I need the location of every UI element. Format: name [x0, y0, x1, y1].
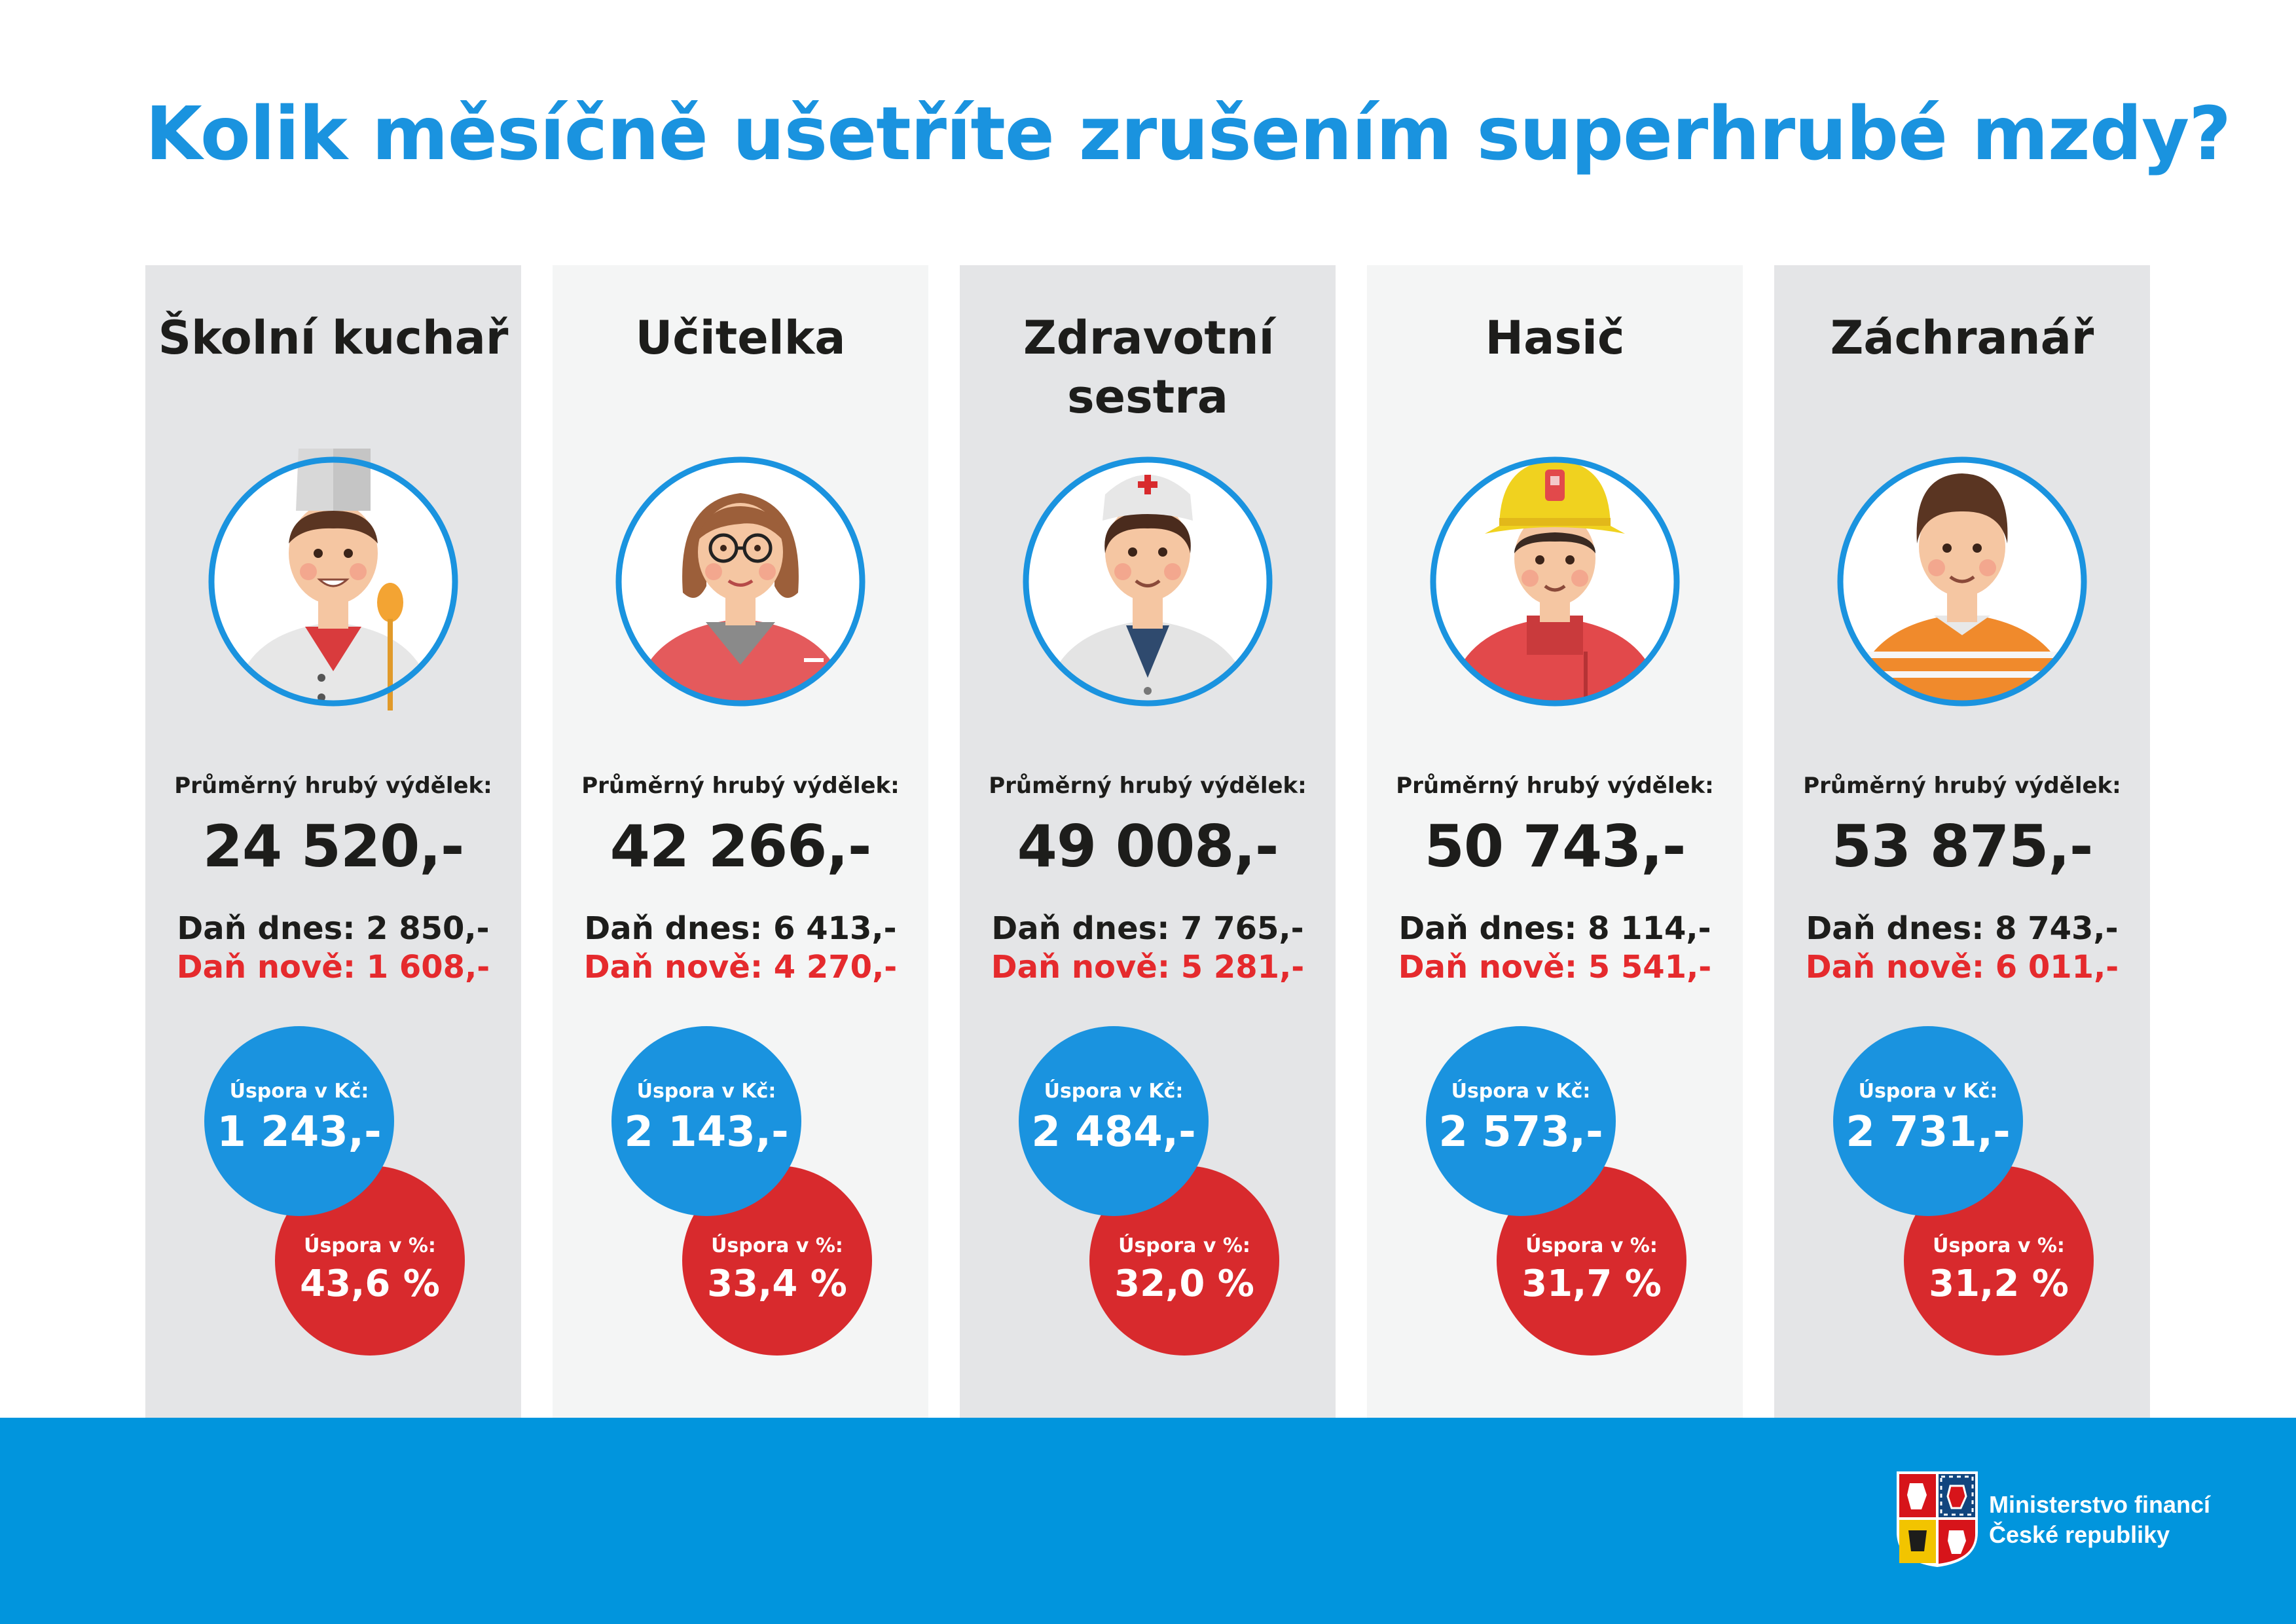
profession-card: Školní kuchař — [145, 265, 521, 1418]
tax-new: Daň nově: 5 541,- — [1398, 949, 1712, 986]
saving-pct-value: 32,0 % — [1114, 1263, 1254, 1305]
avg-income-value: 42 266,- — [610, 813, 872, 880]
avg-income-value: 24 520,- — [202, 813, 465, 880]
tax-new: Daň nově: 5 281,- — [991, 949, 1305, 986]
tax-new: Daň nově: 6 011,- — [1805, 949, 2119, 986]
chef-avatar-icon — [207, 449, 460, 710]
saving-czk-value: 2 484,- — [1031, 1108, 1196, 1156]
card-title: Školní kuchař — [158, 311, 509, 365]
saving-pct-label: Úspora v %: — [304, 1234, 436, 1257]
saving-pct-value: 31,7 % — [1522, 1263, 1662, 1305]
saving-pct-label: Úspora v %: — [711, 1234, 843, 1257]
card-title: Zdravotní sestra — [1023, 311, 1275, 424]
profession-card: Učitelka — [553, 265, 928, 1418]
saving-czk-circle: Úspora v Kč: 2 731,- — [1833, 1026, 2023, 1216]
profession-card: Záchranář — [1774, 265, 2150, 1418]
saving-pct-label: Úspora v %: — [1525, 1234, 1658, 1257]
saving-pct-label: Úspora v %: — [1933, 1234, 2065, 1257]
tax-today: Daň dnes: 6 413,- — [584, 910, 897, 947]
card-title: Učitelka — [635, 311, 846, 365]
page-title: Kolik měsíčně ušetříte zrušením superhru… — [145, 92, 2231, 177]
saving-czk-circle: Úspora v Kč: 2 573,- — [1426, 1026, 1616, 1216]
saving-pct-circle: Úspora v %: 32,0 % — [1089, 1166, 1279, 1356]
coat-of-arms-icon — [1895, 1470, 1979, 1568]
teacher-avatar-icon — [614, 455, 867, 708]
avg-income-label: Průměrný hrubý výdělek: — [1803, 773, 2121, 799]
avg-income-label: Průměrný hrubý výdělek: — [174, 773, 492, 799]
avg-income-value: 53 875,- — [1831, 813, 2094, 880]
saving-czk-label: Úspora v Kč: — [1451, 1080, 1591, 1103]
tax-today: Daň dnes: 8 743,- — [1806, 910, 2119, 947]
avg-income-label: Průměrný hrubý výdělek: — [581, 773, 900, 799]
saving-czk-label: Úspora v Kč: — [636, 1080, 776, 1103]
saving-czk-label: Úspora v Kč: — [229, 1080, 369, 1103]
saving-czk-label: Úspora v Kč: — [1858, 1080, 1998, 1103]
saving-czk-circle: Úspora v Kč: 2 143,- — [611, 1026, 801, 1216]
avg-income-label: Průměrný hrubý výdělek: — [1396, 773, 1714, 799]
avg-income-label: Průměrný hrubý výdělek: — [989, 773, 1307, 799]
avg-income-value: 49 008,- — [1017, 813, 1279, 880]
saving-czk-value: 2 143,- — [624, 1108, 789, 1156]
tax-new: Daň nově: 4 270,- — [583, 949, 898, 986]
tax-today: Daň dnes: 2 850,- — [177, 910, 490, 947]
saving-czk-value: 1 243,- — [217, 1108, 382, 1156]
card-title: Hasič — [1485, 311, 1625, 365]
ministry-name-line1: Ministerstvo financí — [1989, 1491, 2211, 1518]
ministry-name: Ministerstvo financí České republiky — [1989, 1490, 2210, 1550]
saving-czk-label: Úspora v Kč: — [1044, 1080, 1184, 1103]
tax-new: Daň nově: 1 608,- — [176, 949, 490, 986]
card-title: Záchranář — [1830, 311, 2094, 365]
saving-czk-circle: Úspora v Kč: 1 243,- — [204, 1026, 394, 1216]
tax-today: Daň dnes: 8 114,- — [1398, 910, 1711, 947]
saving-czk-value: 2 731,- — [1846, 1108, 2011, 1156]
paramedic-avatar-icon — [1836, 455, 2088, 708]
ministry-name-line2: České republiky — [1989, 1521, 2170, 1548]
profession-card: Zdravotní sestra — [960, 265, 1336, 1418]
saving-pct-value: 31,2 % — [1929, 1263, 2069, 1305]
tax-today: Daň dnes: 7 765,- — [991, 910, 1304, 947]
saving-czk-circle: Úspora v Kč: 2 484,- — [1019, 1026, 1209, 1216]
avg-income-value: 50 743,- — [1424, 813, 1686, 880]
saving-pct-value: 43,6 % — [300, 1263, 440, 1305]
firefighter-avatar-icon — [1429, 455, 1681, 708]
saving-pct-label: Úspora v %: — [1118, 1234, 1250, 1257]
saving-czk-value: 2 573,- — [1438, 1108, 1603, 1156]
profession-card: Hasič — [1367, 265, 1743, 1418]
saving-pct-value: 33,4 % — [707, 1263, 847, 1305]
nurse-avatar-icon — [1021, 455, 1274, 708]
